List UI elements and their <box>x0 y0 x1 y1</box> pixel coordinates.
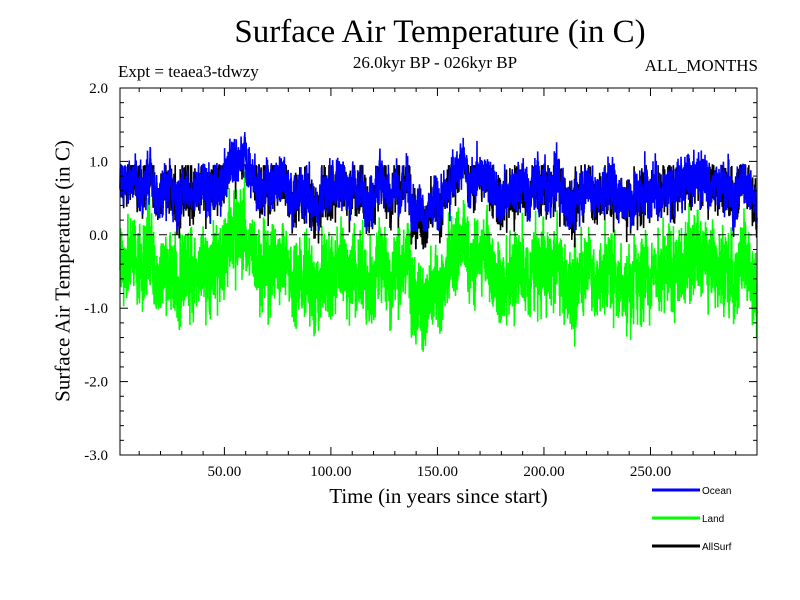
chart-title: Surface Air Temperature (in C) <box>234 14 646 50</box>
y-tick-label: -1.0 <box>84 301 108 317</box>
chart-subtitle: 26.0kyr BP - 026kyr BP <box>352 53 518 72</box>
legend: Ocean Land AllSurf <box>652 486 732 553</box>
x-tick-label: 150.00 <box>417 464 458 480</box>
period-label: ALL_MONTHS <box>644 56 758 75</box>
legend-label-land: Land <box>702 514 724 525</box>
legend-label-ocean: Ocean <box>702 486 731 497</box>
axes-layer: 50.00 100.00 150.00 200.00 250.00 -3.0 -2.0 -1.… <box>84 81 758 480</box>
x-tick-label: 250.00 <box>630 464 671 480</box>
plot-frame <box>119 87 758 456</box>
x-tick-label: 100.00 <box>310 464 351 480</box>
legend-label-allsurf: AllSurf <box>702 542 732 553</box>
x-tick-label: 50.00 <box>208 464 242 480</box>
x-axis-label: Time (in years since start) <box>329 484 548 508</box>
y-tick-label: 1.0 <box>89 154 108 170</box>
x-tick-label: 200.00 <box>523 464 564 480</box>
series-line-ocean <box>119 132 758 232</box>
y-tick-label: -2.0 <box>84 375 108 391</box>
y-tick-label: 0.0 <box>89 228 108 244</box>
y-tick-label: -3.0 <box>84 448 108 464</box>
y-tick-label: 2.0 <box>89 81 108 97</box>
series-line-land <box>119 171 758 352</box>
series-layer <box>119 132 758 352</box>
experiment-label: Expt = teaea3-tdwzy <box>118 62 259 81</box>
